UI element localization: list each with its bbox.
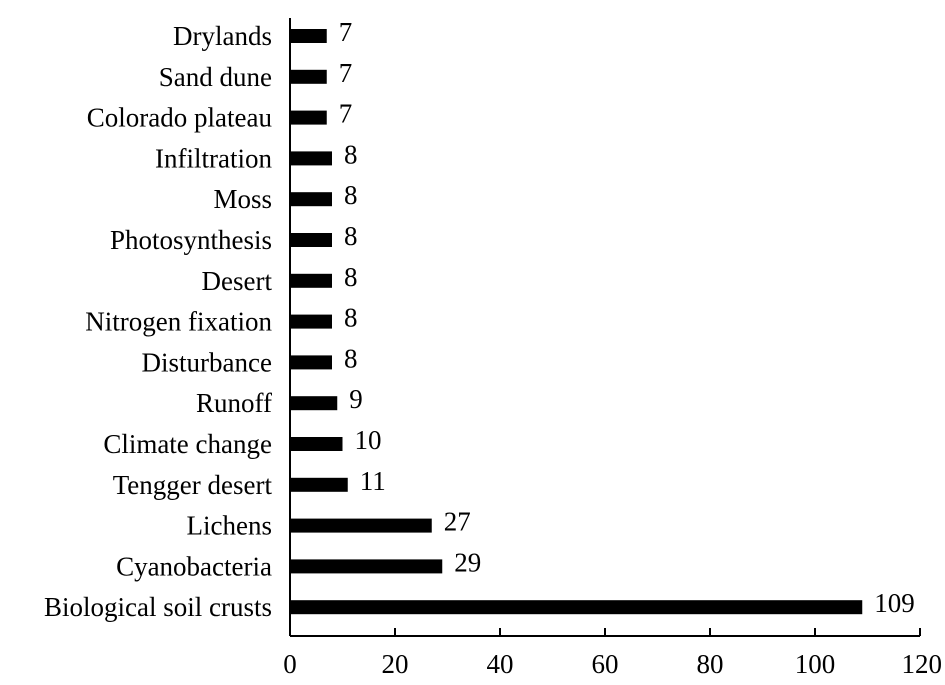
x-tick-label: 20 xyxy=(382,649,409,679)
x-tick-label: 60 xyxy=(592,649,619,679)
bar xyxy=(290,233,332,247)
x-axis-ticks xyxy=(289,628,921,636)
category-label: Photosynthesis xyxy=(110,225,272,255)
category-label: Runoff xyxy=(196,388,272,418)
data-label: 27 xyxy=(444,507,471,537)
category-label: Cyanobacteria xyxy=(116,551,272,581)
bar xyxy=(290,29,327,43)
value-labels: 7 7 7 8 8 8 8 8 8 9 10 11 27 29 109 xyxy=(339,17,915,618)
bar xyxy=(290,559,443,574)
bar xyxy=(290,192,332,207)
data-label: 9 xyxy=(349,384,363,414)
x-tick-label: 40 xyxy=(487,649,514,679)
data-label: 10 xyxy=(355,425,382,455)
x-axis-tick-labels: 0 20 40 60 80 100 120 xyxy=(283,649,942,679)
data-label: 7 xyxy=(339,58,353,88)
bar xyxy=(290,600,863,615)
bar xyxy=(290,273,332,288)
data-label: 8 xyxy=(344,180,358,210)
bar xyxy=(290,396,338,411)
category-label: Biological soil crusts xyxy=(44,592,272,622)
category-labels: Drylands Sand dune Colorado plateau Infiltr… xyxy=(44,21,272,622)
category-label: Moss xyxy=(213,184,272,214)
data-label: 7 xyxy=(339,17,353,47)
category-label: Drylands xyxy=(173,21,272,51)
category-label: Desert xyxy=(202,266,273,296)
bar xyxy=(290,151,332,166)
bar xyxy=(290,355,332,370)
bar xyxy=(290,69,327,84)
data-label: 8 xyxy=(344,343,358,373)
data-label: 8 xyxy=(344,221,358,251)
bars-layer xyxy=(290,29,863,615)
x-tick-label: 0 xyxy=(283,649,297,679)
bar xyxy=(290,314,332,329)
data-label: 29 xyxy=(454,547,481,577)
bar xyxy=(290,518,432,533)
bar xyxy=(290,110,327,125)
category-label: Disturbance xyxy=(142,347,272,377)
data-label: 109 xyxy=(874,588,915,618)
x-tick-label: 120 xyxy=(902,649,943,679)
data-label: 8 xyxy=(344,139,358,169)
data-label: 11 xyxy=(360,466,386,496)
data-label: 7 xyxy=(339,99,353,129)
data-label: 8 xyxy=(344,262,358,292)
category-label: Climate change xyxy=(103,429,272,459)
category-label: Nitrogen fixation xyxy=(85,307,272,337)
bar xyxy=(290,477,348,492)
x-tick-label: 80 xyxy=(697,649,724,679)
category-label: Infiltration xyxy=(155,143,272,173)
bar xyxy=(290,437,343,451)
data-label: 8 xyxy=(344,303,358,333)
category-label: Colorado plateau xyxy=(87,103,273,133)
category-label: Sand dune xyxy=(159,62,272,92)
category-label: Tengger desert xyxy=(113,470,273,500)
category-label: Lichens xyxy=(187,511,272,541)
x-tick-label: 100 xyxy=(795,649,836,679)
